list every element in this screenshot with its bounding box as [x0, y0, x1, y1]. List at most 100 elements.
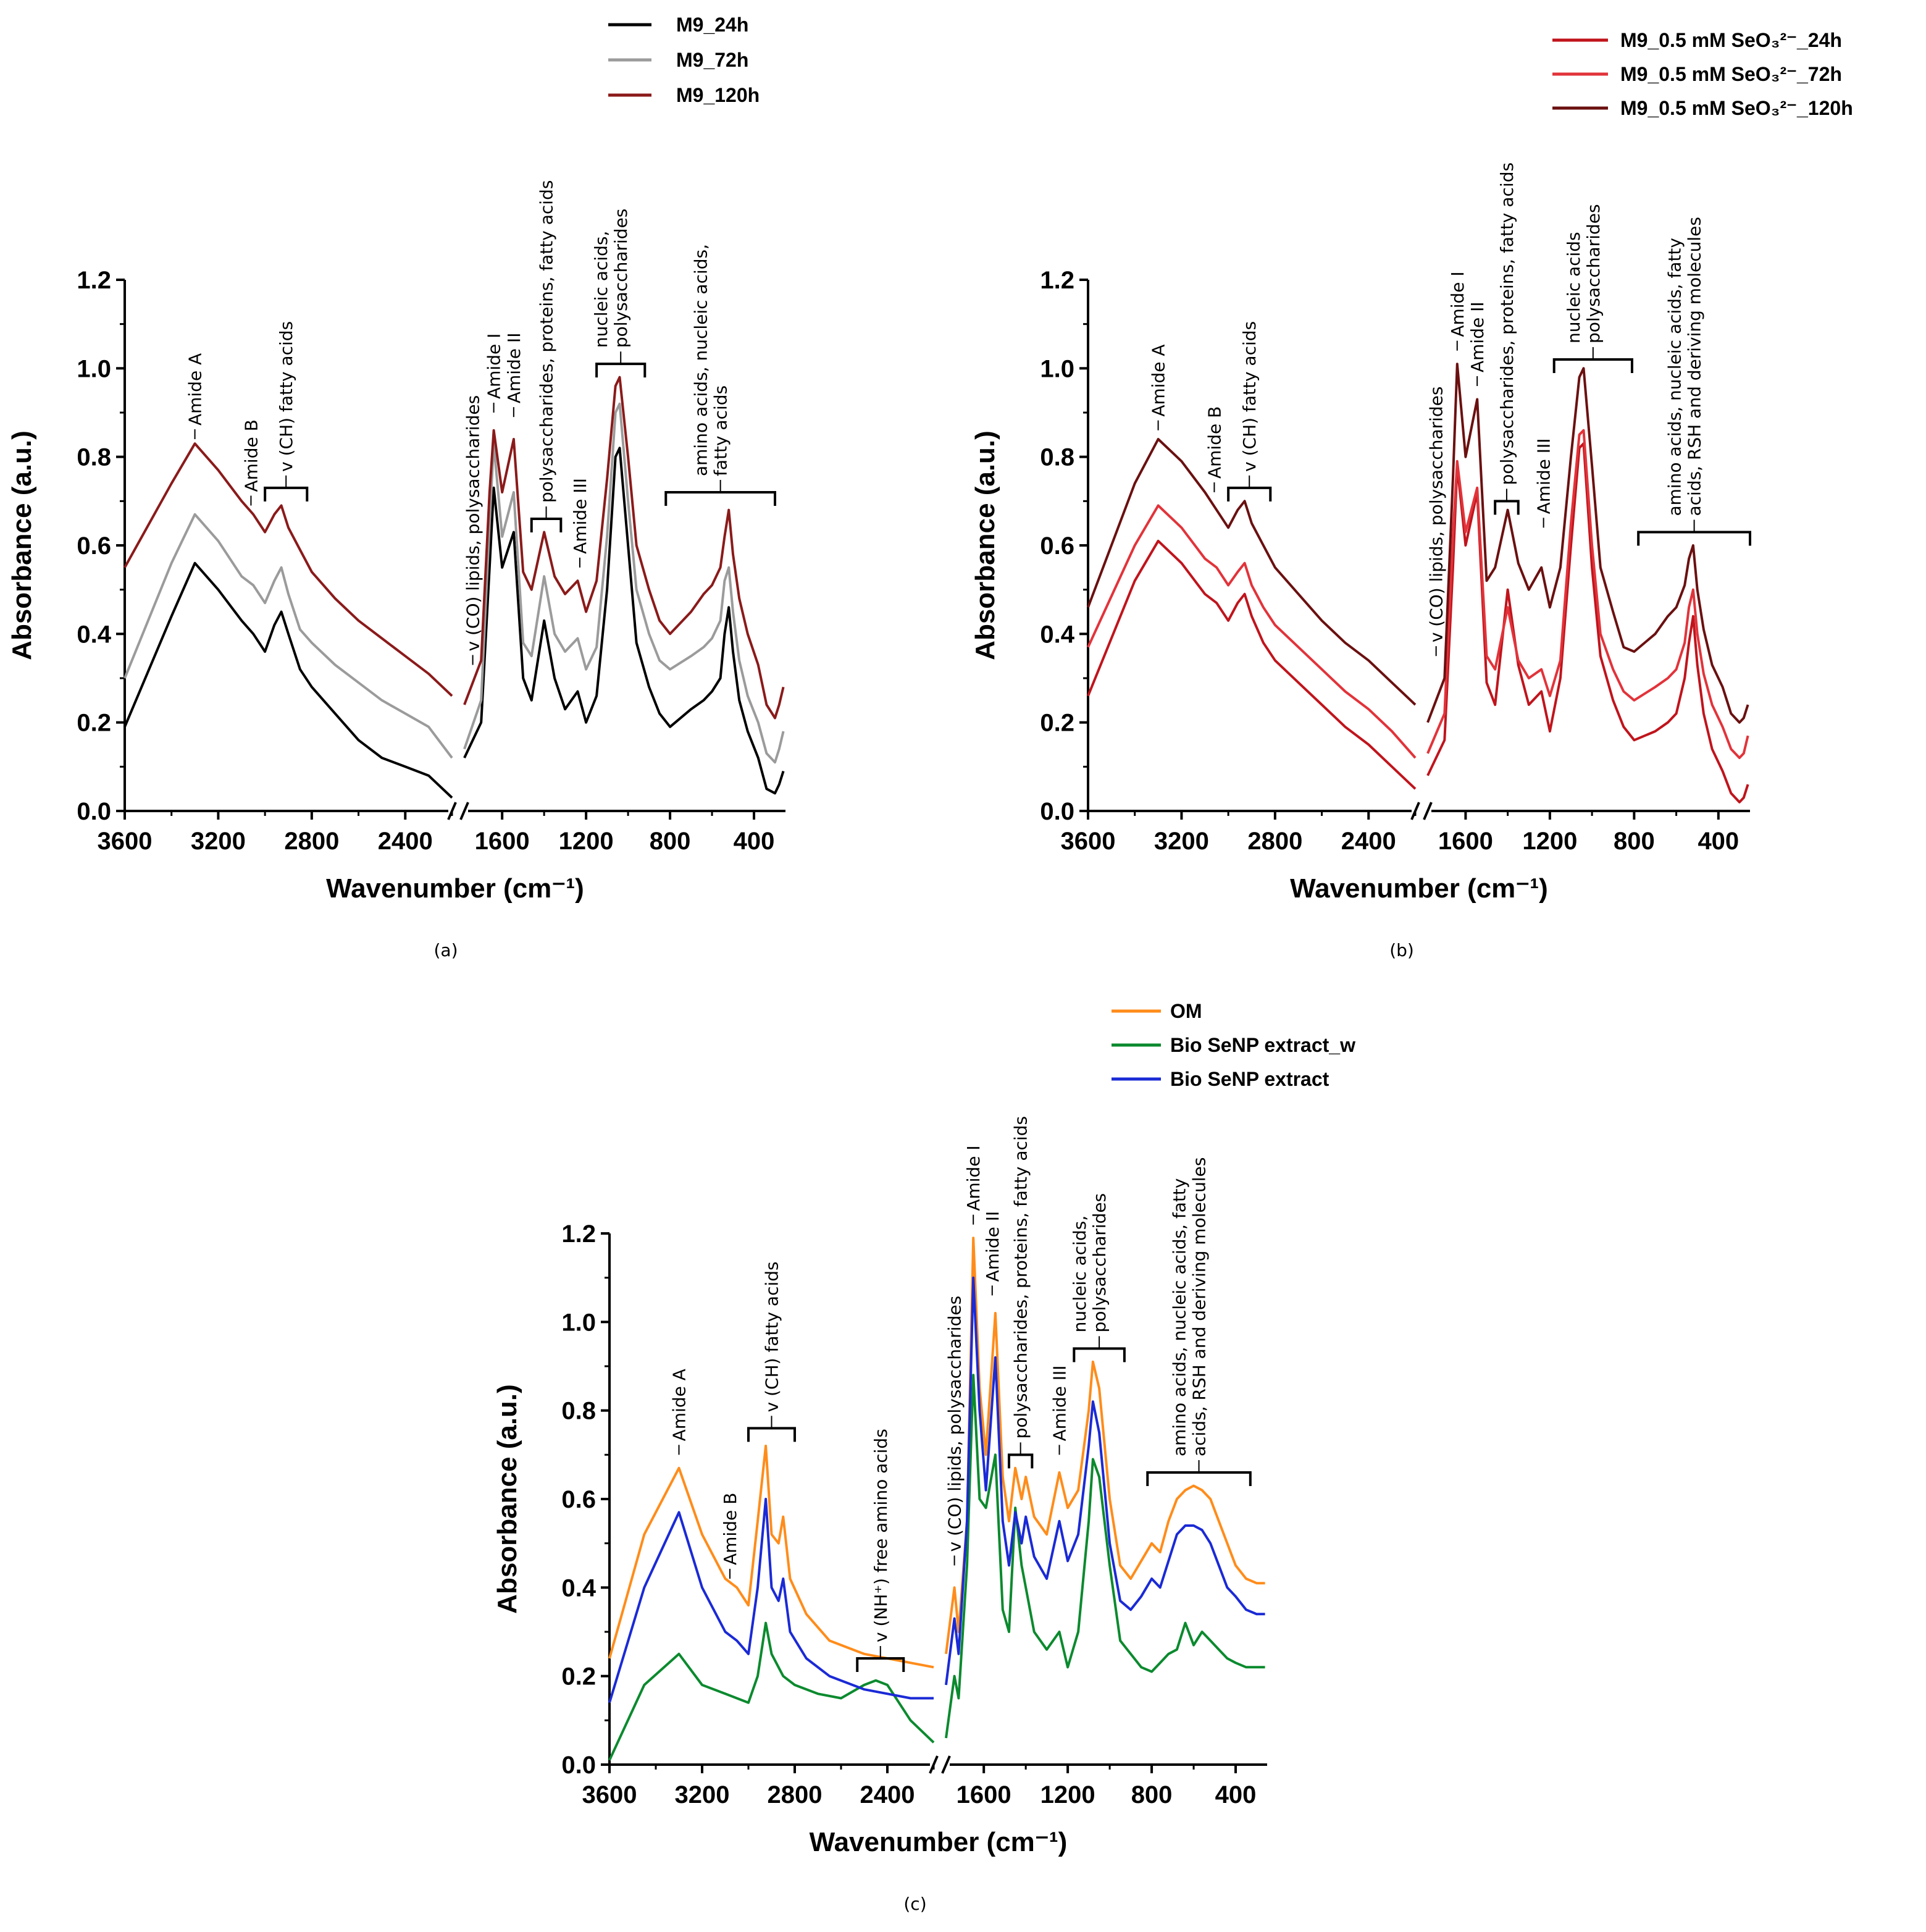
series-line-right	[945, 1237, 1265, 1655]
y-tick-label: 0.0	[561, 1752, 596, 1779]
annotation-co-lipids: v (CO) lipids, polysaccharides	[1426, 387, 1447, 643]
annotation-amide-i: Amide I	[963, 1145, 984, 1211]
annotation-amide-ii: Amide II	[982, 1211, 1003, 1282]
annotation-polysaccharides-proteins: polysaccharides, proteins, fatty acids	[537, 180, 557, 503]
annotation-amide-b: Amide B	[241, 419, 261, 492]
series-line-left	[1087, 539, 1417, 790]
annotation-nucleic-acids: polysaccharides	[611, 209, 631, 348]
series-line-left	[124, 561, 453, 799]
x-tick-label: 1200	[1040, 1781, 1095, 1808]
annotation-co-lipids: v (CO) lipids, polysaccharides	[945, 1296, 965, 1552]
annotation-amide-i: Amide I	[484, 334, 505, 399]
annotation-polysaccharides-proteins: polysaccharides, proteins, fatty acids	[1011, 1116, 1031, 1438]
series-line-left	[1087, 504, 1417, 759]
y-tick-label: 1.2	[1040, 267, 1074, 294]
annotation-bracket	[1007, 1453, 1034, 1469]
x-axis-title: Wavenumber (cm⁻¹)	[810, 1827, 1068, 1857]
x-tick-label: 400	[734, 828, 775, 855]
series-line-left	[124, 442, 453, 697]
legend-label: M9_72h	[676, 49, 748, 71]
x-tick-label: 3600	[98, 828, 153, 855]
panel-caption: (a)	[433, 940, 458, 960]
x-tick-label: 1600	[957, 1781, 1011, 1808]
annotation-amino-acids: fatty acids	[711, 385, 731, 476]
x-tick-label: 1600	[1438, 828, 1493, 855]
x-tick-label: 3600	[1061, 828, 1116, 855]
panel-caption: (c)	[903, 1894, 926, 1914]
x-tick-label: 3200	[191, 828, 246, 855]
y-axis-title: Absorbance (a.u.)	[970, 430, 1000, 660]
annotation-bracket	[264, 486, 309, 502]
annotation-bracket	[595, 363, 647, 378]
annotation-ch-fatty-acids: v (CH) fatty acids	[762, 1261, 782, 1412]
annotation-amide-a: Amide A	[669, 1369, 690, 1441]
annotation-amide-ii: Amide II	[1467, 301, 1488, 372]
legend-label: Bio SeNP extract	[1170, 1068, 1329, 1090]
x-tick-label: 2800	[284, 828, 339, 855]
x-tick-label: 800	[1614, 828, 1655, 855]
y-tick-label: 0.4	[77, 621, 111, 648]
series-line-left	[608, 1498, 934, 1703]
series-line-left	[124, 513, 453, 759]
annotation-amide-i: Amide I	[1447, 271, 1468, 337]
x-tick-label: 1200	[1522, 828, 1577, 855]
annotation-nucleic-acids: nucleic acids,	[1070, 1216, 1090, 1333]
annotation-co-lipids: v (CO) lipids, polysaccharides	[463, 395, 484, 652]
annotation-amino-acids: acids, RSH and deriving molecules	[1685, 217, 1705, 516]
annotation-bracket	[530, 518, 563, 532]
x-tick-label: 3200	[675, 1781, 730, 1808]
x-tick-label: 2400	[860, 1781, 915, 1808]
annotation-amide-ii: Amide II	[504, 333, 524, 404]
chart-panel-2: 0.0 0.2 0.4 0.6 0.8 1.0 1.2 3600 3200 2800 2400 160…	[970, 29, 1853, 960]
chart-panel-1: 0.0 0.2 0.4 0.6 0.8 1.0 1.2 3600 3200 2800 2400 160…	[7, 14, 785, 960]
annotation-nucleic-acids: polysaccharides	[1089, 1193, 1110, 1333]
series-line-right	[1426, 429, 1749, 759]
annotation-bracket	[1637, 531, 1751, 546]
x-axis-title: Wavenumber (cm⁻¹)	[326, 873, 584, 904]
legend-label: M9_120h	[676, 84, 760, 106]
panel-caption: (b)	[1389, 940, 1414, 960]
y-tick-label: 0.4	[561, 1574, 596, 1602]
annotation-amide-iii: Amide III	[570, 478, 590, 554]
x-tick-label: 1600	[475, 828, 530, 855]
chart-panel-3: 0.0 0.2 0.4 0.6 0.8 1.0 1.2 3600 3200 2800 2400 160…	[492, 1000, 1355, 1914]
x-axis-title: Wavenumber (cm⁻¹)	[1290, 873, 1548, 904]
y-tick-label: 0.6	[561, 1486, 596, 1513]
axis-break-mark	[941, 1755, 951, 1774]
series-line-right	[463, 402, 785, 764]
x-tick-label: 1200	[559, 828, 614, 855]
y-tick-label: 0.0	[77, 798, 111, 825]
annotation-amide-b: Amide B	[1204, 406, 1225, 479]
x-tick-label: 2800	[1247, 828, 1302, 855]
y-tick-label: 0.6	[1040, 532, 1074, 560]
legend-label: M9_0.5 mM SeO₃²⁻_72h	[1620, 63, 1842, 85]
y-tick-label: 0.2	[77, 710, 111, 737]
legend-label: M9_24h	[676, 14, 748, 36]
y-tick-label: 1.2	[77, 267, 111, 294]
y-tick-label: 0.6	[77, 532, 111, 560]
x-tick-label: 2400	[1341, 828, 1396, 855]
y-tick-label: 0.8	[561, 1398, 596, 1425]
series-line-right	[1426, 442, 1749, 804]
annotation-amino-acids: amino acids, nucleic acids, fatty	[1170, 1178, 1190, 1457]
y-tick-label: 0.8	[77, 444, 111, 471]
annotation-bracket	[747, 1427, 796, 1442]
y-tick-label: 0.4	[1040, 621, 1074, 648]
annotation-bracket	[1073, 1347, 1126, 1363]
y-axis-title: Absorbance (a.u.)	[492, 1384, 522, 1614]
y-tick-label: 0.0	[1040, 798, 1074, 825]
x-tick-label: 400	[1215, 1781, 1257, 1808]
annotation-amino-acids: amino acids, nucleic acids, fatty	[1665, 238, 1685, 516]
series-line-left	[1087, 438, 1417, 706]
annotation-amide-a: Amide A	[1149, 344, 1169, 416]
series-line-right	[463, 447, 785, 795]
y-tick-label: 1.0	[1040, 355, 1074, 382]
x-tick-label: 400	[1698, 828, 1739, 855]
x-tick-label: 2800	[768, 1781, 823, 1808]
x-tick-label: 2400	[378, 828, 433, 855]
x-tick-label: 800	[650, 828, 691, 855]
x-tick-label: 3200	[1154, 828, 1209, 855]
y-tick-label: 1.2	[561, 1220, 596, 1248]
axis-break-mark	[1423, 802, 1433, 820]
